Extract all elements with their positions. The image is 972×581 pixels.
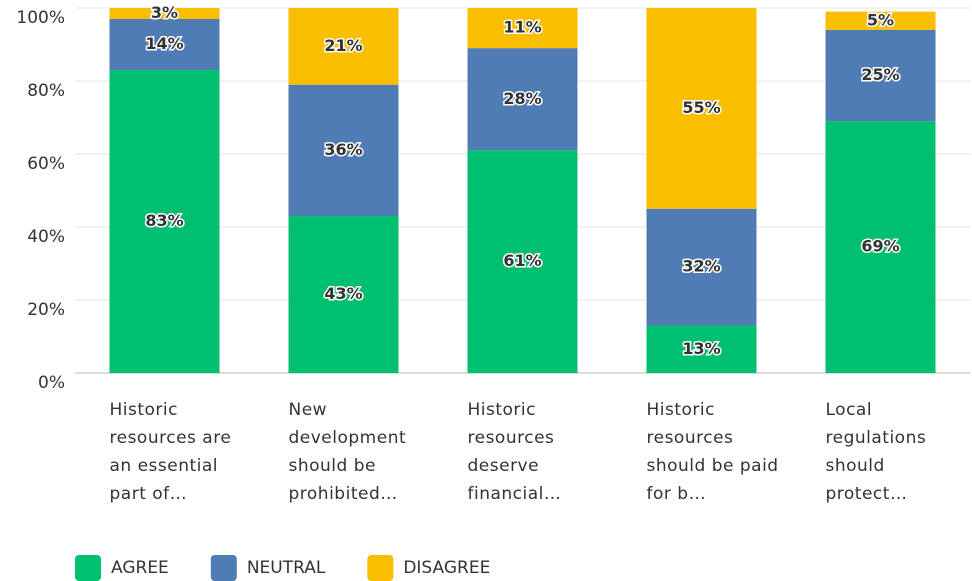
value-label: 32%: [682, 257, 720, 276]
y-tick-label: 0%: [38, 373, 65, 393]
bar-segment: [288, 216, 399, 373]
legend-swatch: [210, 555, 237, 581]
value-label: 11%: [503, 18, 541, 37]
y-tick-label: 60%: [27, 154, 65, 174]
x-tick-label: Historic resources are an essential part…: [109, 400, 232, 504]
bar-segment: [467, 8, 578, 49]
bar-segment: [109, 8, 220, 19]
value-label: 61%: [503, 251, 541, 270]
value-label: 36%: [324, 140, 362, 159]
bar-segment: [825, 11, 936, 30]
bar-segment: [825, 121, 936, 374]
bar-segment: [467, 48, 578, 151]
x-tick-label: Historic resources should be paid for b…: [646, 400, 779, 504]
x-tick-label: Historic resources deserve financial…: [467, 400, 562, 504]
bar-segment: [646, 325, 757, 373]
legend-label: AGREE: [111, 558, 169, 578]
y-tick-label: 80%: [27, 81, 65, 101]
value-label: 28%: [503, 89, 541, 108]
x-tick-label: Local regulations should protect…: [825, 400, 927, 504]
bar-segment: [288, 84, 399, 217]
bar-segment: [646, 8, 757, 209]
bar-segment: [109, 18, 220, 71]
value-label: 43%: [324, 284, 362, 303]
value-label: 55%: [682, 98, 720, 117]
bar-segment: [109, 70, 220, 374]
legend-swatch: [75, 555, 101, 581]
y-tick-label: 20%: [27, 300, 65, 320]
legend-swatch: [367, 555, 394, 581]
value-label: 69%: [861, 237, 899, 256]
y-tick-label: 100%: [16, 8, 65, 28]
value-label: 5%: [867, 10, 894, 29]
y-tick-label: 40%: [27, 227, 65, 247]
legend-label: NEUTRAL: [247, 558, 326, 578]
value-label: 13%: [682, 339, 720, 358]
value-label: 25%: [861, 65, 899, 84]
bar-segment: [467, 150, 578, 373]
x-tick-label: New development should be prohibited…: [288, 400, 407, 504]
bar-segment: [646, 208, 757, 326]
value-label: 21%: [324, 36, 362, 55]
bar-segment: [825, 29, 936, 122]
value-label: 83%: [145, 211, 183, 230]
legend-label: DISAGREE: [403, 558, 490, 578]
bar-segment: [288, 8, 399, 85]
value-label: 14%: [145, 34, 183, 53]
value-label: 3%: [151, 3, 178, 22]
